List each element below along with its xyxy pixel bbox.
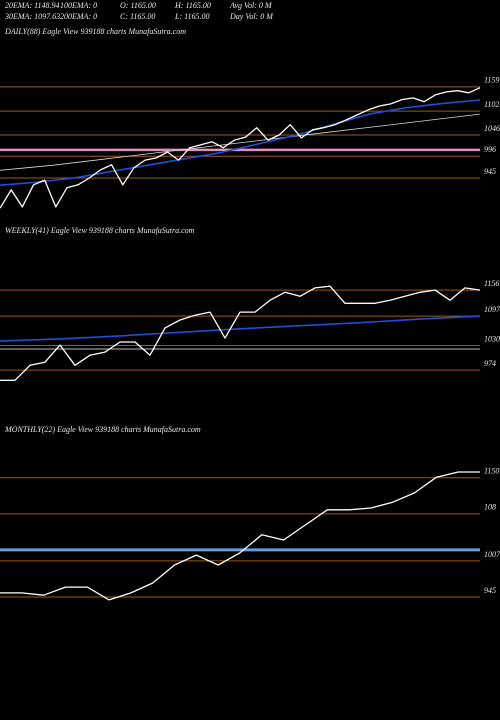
y-tick-label: 1046 (484, 124, 500, 133)
header-text: C: 1165.00 (120, 12, 155, 21)
y-tick-label: 108 (484, 503, 496, 512)
header-text: H: 1165.00 (174, 1, 211, 10)
header-text: 20EMA: 1148.94 (5, 1, 60, 10)
header-text: 30EMA: 1097.63 (4, 12, 60, 21)
header-text: 200EMA: 0 (60, 12, 97, 21)
series-line (0, 315, 481, 342)
series-line (0, 87, 481, 209)
series-line (0, 471, 480, 601)
panel-title: WEEKLY(41) Eagle View 939188 charts Muna… (5, 226, 195, 235)
header-text: Avg Vol: 0 M (229, 1, 273, 10)
header-text: O: 1165.00 (120, 1, 156, 10)
y-tick-label: 1007 (484, 550, 500, 559)
y-tick-label: 1097 (484, 305, 500, 314)
panel-title: MONTHLY(22) Eagle View 939188 charts Mun… (4, 425, 201, 434)
series-line (0, 285, 481, 381)
y-tick-label: 1159 (484, 76, 499, 85)
series-line (0, 113, 481, 171)
panel-title: DAILY(88) Eagle View 939188 charts Munaf… (4, 27, 186, 36)
header-text: Day Vol: 0 M (229, 12, 274, 21)
y-tick-label: 1150 (484, 467, 499, 476)
y-tick-label: 1030 (484, 334, 500, 343)
header-text: L: 1165.00 (174, 12, 210, 21)
y-tick-label: 974 (484, 359, 496, 368)
series-line (0, 99, 481, 186)
y-tick-label: 945 (484, 167, 496, 176)
y-tick-label: 1156 (484, 279, 499, 288)
y-tick-label: 996 (484, 145, 496, 154)
header-text: 100EMA: 0 (60, 1, 97, 10)
y-tick-label: 945 (484, 586, 496, 595)
y-tick-label: 1102 (484, 100, 499, 109)
